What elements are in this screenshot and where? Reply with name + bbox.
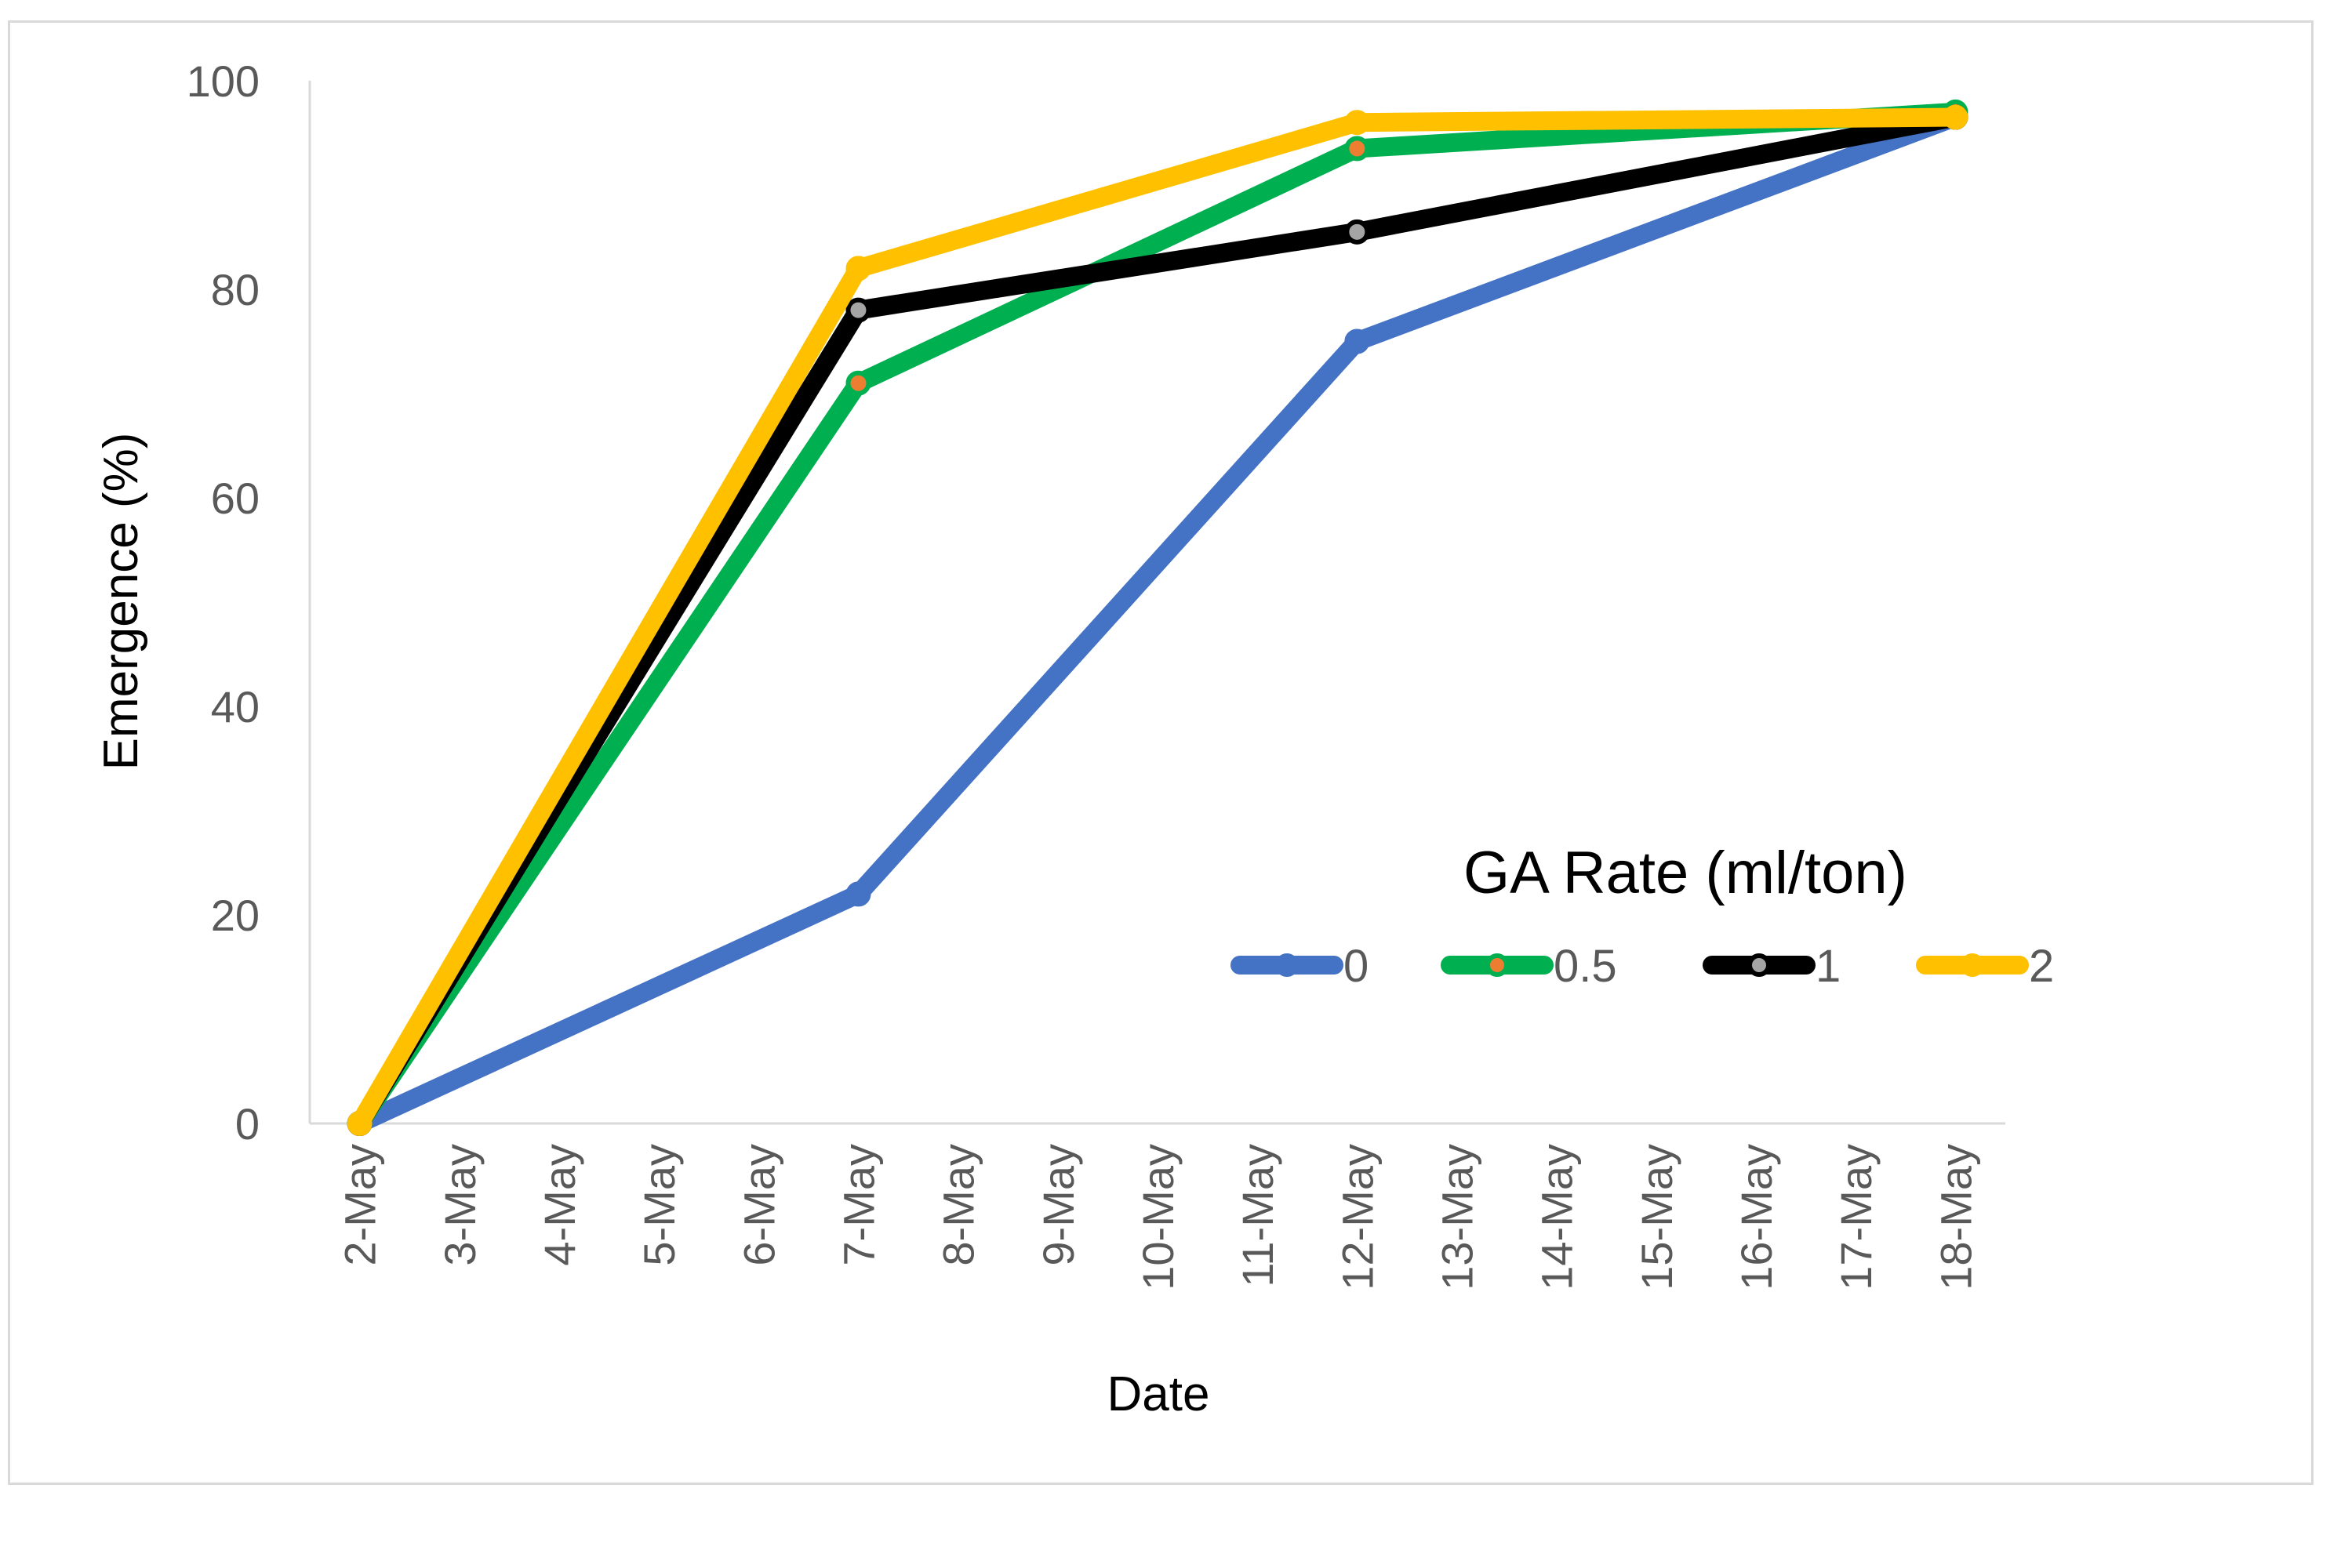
x-tick-label: 18-May [1931,1144,1980,1290]
x-tick-label: 10-May [1133,1144,1183,1290]
data-point-2 [845,256,871,281]
chart-frame: 0 20 40 60 80 100 2-May 3-May 4-May 5-May 6-May 7-… [8,20,2314,1485]
data-point-2 [1344,110,1370,136]
legend: GA Rate (ml/ton) 0 0.5 1 2 [1230,840,2054,992]
x-tick-label: 8-May [934,1144,983,1266]
y-tick-label: 40 [211,682,260,731]
x-tick-label: 6-May [734,1144,783,1266]
x-tick-label: 4-May [535,1144,584,1266]
x-tick-label: 16-May [1732,1144,1781,1290]
legend-title: GA Rate (ml/ton) [1463,840,1907,906]
x-tick-label: 12-May [1332,1144,1382,1290]
legend-marker-2 [1961,953,1984,977]
x-tick-label: 11-May [1233,1144,1282,1287]
y-tick-label: 100 [187,56,260,106]
legend-label-2: 2 [2029,941,2054,992]
x-tick-label: 7-May [834,1144,883,1266]
y-tick-label: 20 [211,891,260,940]
series-layer [347,99,1968,1136]
x-tick-label: 2-May [336,1144,385,1266]
x-tick-label: 5-May [634,1144,684,1266]
legend-label-0: 0 [1343,941,1369,992]
data-point-1 [845,297,871,323]
series-line-2 [350,107,1965,1133]
y-tick-label: 60 [211,474,260,523]
x-tick-label: 9-May [1034,1144,1083,1266]
data-point-1 [1344,219,1370,245]
series-line-0 [350,107,1965,1133]
legend-marker-0.5 [1485,953,1509,977]
x-axis-title: Date [1107,1367,1210,1421]
legend-marker-1 [1747,953,1771,977]
x-tick-label: 15-May [1632,1144,1681,1290]
legend-marker-0 [1275,953,1299,977]
data-point-0.5 [1344,136,1370,162]
x-tick-label: 13-May [1433,1144,1482,1290]
data-point-2 [347,1111,373,1136]
series-line-1 [350,107,1965,1133]
y-tick-label: 80 [211,265,260,314]
data-point-0 [1344,328,1370,354]
x-tick-label: 17-May [1831,1144,1881,1290]
x-tick-labels: 2-May 3-May 4-May 5-May 6-May 7-May 8-May 9-May… [336,1144,1981,1290]
y-tick-label: 0 [235,1099,260,1149]
y-axis-title: Emergence (%) [94,433,148,771]
data-point-0.5 [845,370,871,396]
legend-items: 0 0.5 1 2 [1230,941,2054,992]
legend-label-1: 1 [1816,941,1841,992]
data-point-2 [1943,104,1968,130]
data-point-0 [845,881,871,907]
y-tick-labels: 0 20 40 60 80 100 [187,56,260,1149]
legend-label-0.5: 0.5 [1554,941,1617,992]
x-tick-label: 14-May [1532,1144,1582,1290]
x-tick-label: 3-May [435,1144,485,1266]
